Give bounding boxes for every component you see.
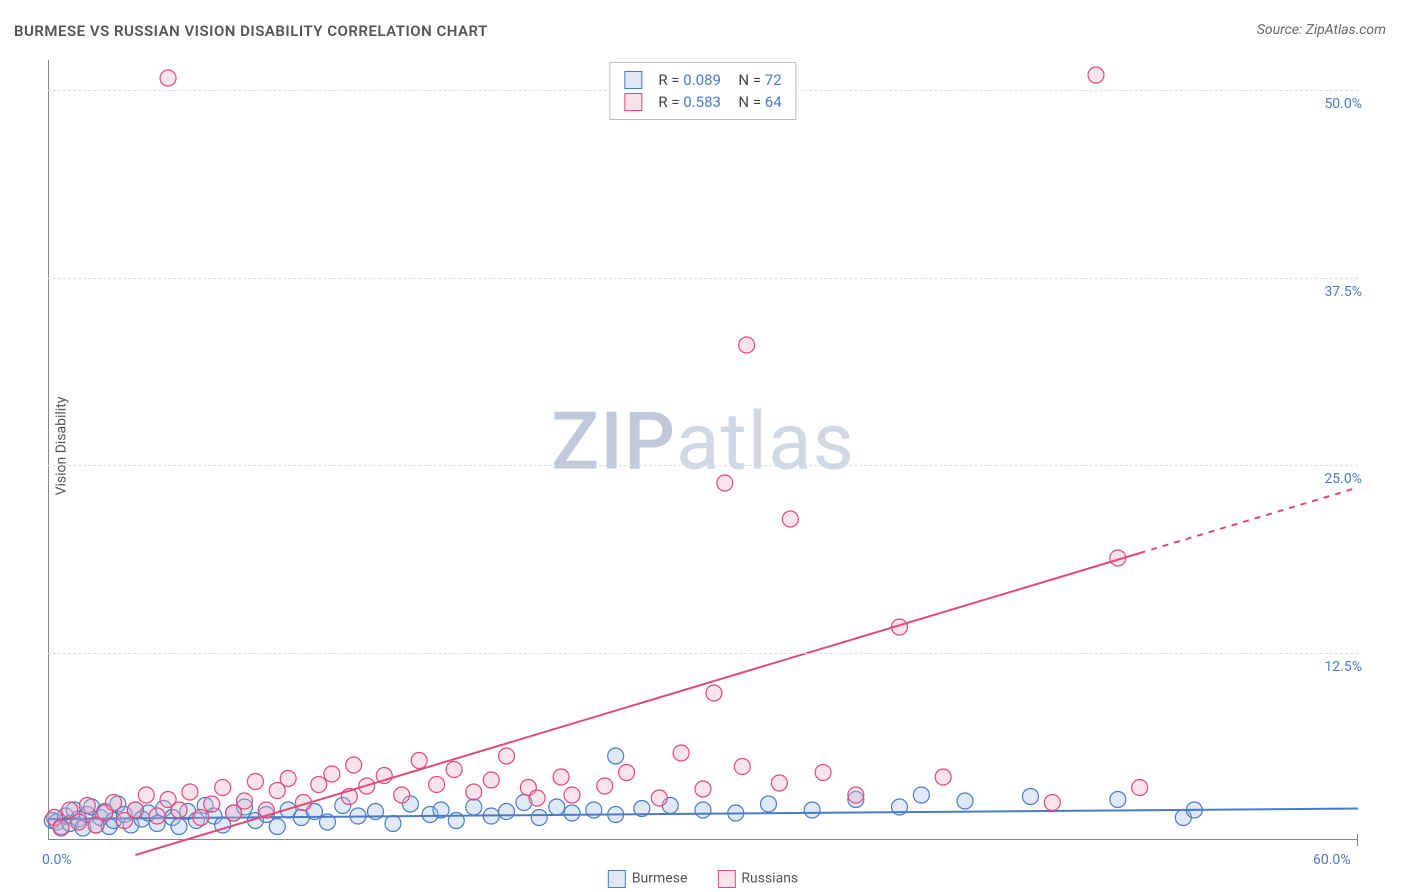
gridline xyxy=(48,465,1358,466)
data-point xyxy=(1044,795,1060,811)
data-point xyxy=(597,778,613,794)
y-tick-label: 50.0% xyxy=(1324,96,1362,112)
data-point xyxy=(204,796,220,812)
data-point xyxy=(483,772,499,788)
data-point xyxy=(848,787,864,803)
x-tick-label: 60.0% xyxy=(1313,852,1351,868)
stats-legend-box: R = 0.089 N = 72R = 0.583 N = 64 xyxy=(609,62,796,120)
y-tick-label: 12.5% xyxy=(1324,659,1362,675)
data-point xyxy=(394,787,410,803)
chart-svg xyxy=(48,60,1358,840)
plot-area: 12.5%25.0%37.5%50.0%0.0%60.0% xyxy=(48,60,1358,840)
data-point xyxy=(717,475,733,491)
data-point xyxy=(815,765,831,781)
legend-swatch xyxy=(624,93,642,111)
data-point xyxy=(564,805,580,821)
data-point xyxy=(182,784,198,800)
data-point xyxy=(499,804,515,820)
stat-r-label: R = 0.583 xyxy=(658,93,721,111)
data-point xyxy=(466,799,482,815)
data-point xyxy=(79,798,95,814)
bottom-legend: Burmese Russians xyxy=(608,870,798,888)
stats-row: R = 0.089 N = 72 xyxy=(624,69,781,91)
data-point xyxy=(311,777,327,793)
data-point xyxy=(247,774,263,790)
data-point xyxy=(269,819,285,835)
data-point xyxy=(553,769,569,785)
data-point xyxy=(466,784,482,800)
data-point xyxy=(1132,780,1148,796)
data-point xyxy=(411,753,427,769)
data-point xyxy=(608,748,624,764)
data-point xyxy=(771,775,787,791)
legend-swatch xyxy=(624,71,642,89)
data-point xyxy=(957,793,973,809)
data-point xyxy=(1110,792,1126,808)
data-point xyxy=(171,819,187,835)
legend-swatch xyxy=(717,870,735,888)
data-point xyxy=(529,790,545,806)
data-point xyxy=(651,790,667,806)
legend-swatch xyxy=(608,870,626,888)
data-point xyxy=(446,762,462,778)
data-point xyxy=(804,802,820,818)
data-point xyxy=(385,816,401,832)
legend-item: Russians xyxy=(717,870,798,888)
data-point xyxy=(346,757,362,773)
y-tick-label: 37.5% xyxy=(1324,284,1362,300)
data-point xyxy=(280,771,296,787)
stats-row: R = 0.583 N = 64 xyxy=(624,91,781,113)
data-point xyxy=(782,511,798,527)
data-point xyxy=(1088,67,1104,83)
data-point xyxy=(564,787,580,803)
data-point xyxy=(324,766,340,782)
data-point xyxy=(149,808,165,824)
legend-label: Burmese xyxy=(632,871,688,887)
data-point xyxy=(1023,789,1039,805)
stat-r-label: R = 0.089 xyxy=(658,71,721,89)
data-point xyxy=(695,781,711,797)
legend-item: Burmese xyxy=(608,870,688,888)
legend-label: Russians xyxy=(741,871,798,887)
y-tick-label: 25.0% xyxy=(1324,471,1362,487)
x-tick-label: 0.0% xyxy=(42,852,72,868)
data-point xyxy=(761,796,777,812)
data-point xyxy=(531,810,547,826)
gridline xyxy=(48,653,1358,654)
data-point xyxy=(549,799,565,815)
stat-n-label: N = 72 xyxy=(731,71,782,89)
data-point xyxy=(193,810,209,826)
stat-n-label: N = 64 xyxy=(731,93,782,111)
data-point xyxy=(53,820,69,836)
data-point xyxy=(171,802,187,818)
data-point xyxy=(71,814,87,830)
data-point xyxy=(429,777,445,793)
chart-title: BURMESE VS RUSSIAN VISION DISABILITY COR… xyxy=(14,22,488,40)
data-point xyxy=(237,793,253,809)
data-point xyxy=(127,802,143,818)
data-point xyxy=(706,685,722,701)
data-point xyxy=(673,745,689,761)
trend-line-dashed xyxy=(1140,488,1358,554)
data-point xyxy=(739,337,755,353)
data-point xyxy=(913,787,929,803)
data-point xyxy=(160,70,176,86)
source-attribution: Source: ZipAtlas.com xyxy=(1257,22,1386,38)
data-point xyxy=(215,780,231,796)
data-point xyxy=(935,769,951,785)
data-point xyxy=(106,795,122,811)
data-point xyxy=(734,759,750,775)
data-point xyxy=(499,748,515,764)
data-point xyxy=(619,765,635,781)
data-point xyxy=(138,787,154,803)
gridline xyxy=(48,278,1358,279)
data-point xyxy=(695,802,711,818)
